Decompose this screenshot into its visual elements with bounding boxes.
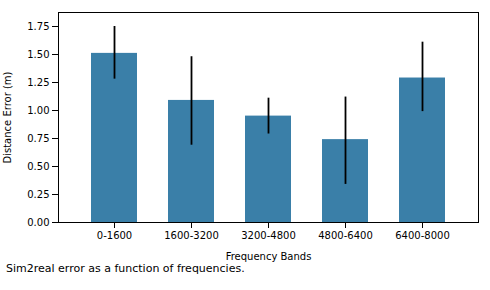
svg-text:1.25: 1.25 (27, 77, 49, 88)
svg-text:0.25: 0.25 (27, 189, 49, 200)
svg-text:1600-3200: 1600-3200 (164, 230, 219, 241)
svg-text:Distance Error (m): Distance Error (m) (2, 71, 13, 163)
svg-text:6400-8000: 6400-8000 (395, 230, 450, 241)
svg-text:3200-4800: 3200-4800 (241, 230, 296, 241)
svg-text:1.50: 1.50 (27, 49, 49, 60)
html-text:Sim2real error as a function o: Sim2real error as a function of frequenc… (6, 262, 245, 275)
svg-text:1.00: 1.00 (27, 105, 49, 116)
svg-text:4800-6400: 4800-6400 (318, 230, 373, 241)
svg-text:0.75: 0.75 (27, 133, 49, 144)
svg-text:Frequency Bands: Frequency Bands (226, 251, 312, 262)
svg-text:0.50: 0.50 (27, 161, 49, 172)
svg-text:1.75: 1.75 (27, 21, 49, 32)
svg-text:0.00: 0.00 (27, 217, 49, 228)
svg-text:0-1600: 0-1600 (97, 230, 132, 241)
